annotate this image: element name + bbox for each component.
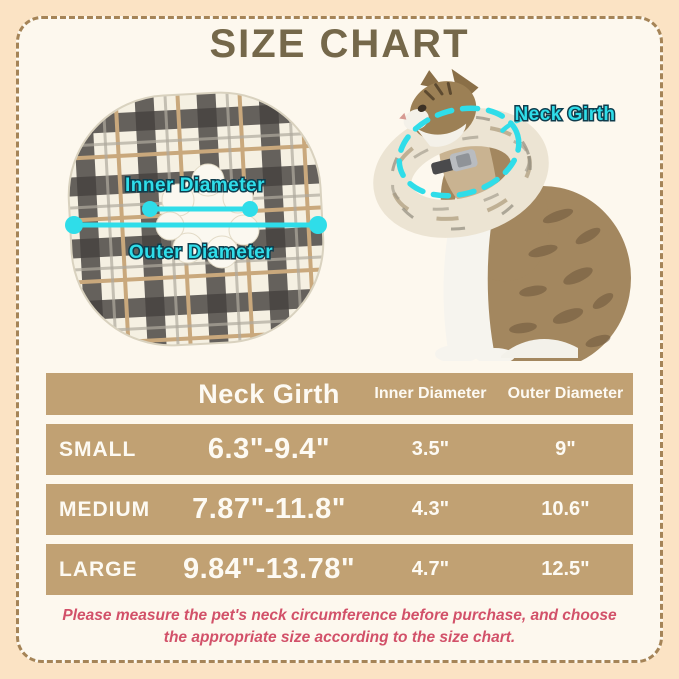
cat-wearing-collar-image: Neck Girth xyxy=(373,68,631,361)
size-label: MEDIUM xyxy=(59,497,151,521)
table-row: LARGE 9.84"-13.78" 4.7" 12.5" xyxy=(46,544,633,595)
size-label: SMALL xyxy=(59,437,137,461)
collar-top-view-image: Inner Diameter Outer Diameter xyxy=(65,91,327,347)
header-outer-diameter: Outer Diameter xyxy=(507,385,624,402)
collar-buckle xyxy=(431,149,478,175)
plaid-donut-shape xyxy=(67,91,325,347)
neck-girth-value: 9.84"-13.78" xyxy=(182,553,356,585)
page-title: SIZE CHART xyxy=(209,22,470,66)
inner-diameter-line xyxy=(142,201,258,217)
outer-diameter-value: 10.6" xyxy=(541,498,590,520)
neck-girth-annotation: Neck Girth xyxy=(396,103,617,199)
table-row: SMALL 6.3"-9.4" 3.5" 9" xyxy=(46,424,633,475)
neck-girth-value: 6.3"-9.4" xyxy=(207,433,331,465)
inner-diameter-value: 3.5" xyxy=(411,438,450,460)
outer-diameter-label: Outer Diameter xyxy=(129,242,273,263)
neck-girth-value: 7.87"-11.8" xyxy=(192,493,347,525)
outer-diameter-value: 12.5" xyxy=(541,558,590,580)
table-header-row: Neck Girth Inner Diameter Outer Diameter xyxy=(46,373,633,415)
inner-diameter-value: 4.7" xyxy=(411,558,450,580)
neck-girth-arrow xyxy=(498,115,528,135)
inner-diameter-value: 4.3" xyxy=(411,498,450,520)
measurement-annotations: Inner Diameter Outer Diameter xyxy=(65,174,327,265)
header-inner-diameter: Inner Diameter xyxy=(374,385,487,402)
header-neck-girth: Neck Girth xyxy=(198,378,340,409)
measurement-note: Please measure the pet's neck circumfere… xyxy=(62,607,617,646)
neck-girth-label: Neck Girth xyxy=(514,104,615,125)
table-row: MEDIUM 7.87"-11.8" 4.3" 10.6" xyxy=(46,484,633,535)
size-label: LARGE xyxy=(59,557,138,581)
outer-diameter-value: 9" xyxy=(555,438,576,460)
size-table: Neck Girth Inner Diameter Outer Diameter… xyxy=(46,373,633,604)
neck-girth-dashed-ellipse xyxy=(396,105,522,199)
outer-diameter-line xyxy=(65,216,327,234)
inner-diameter-label: Inner Diameter xyxy=(125,175,265,196)
